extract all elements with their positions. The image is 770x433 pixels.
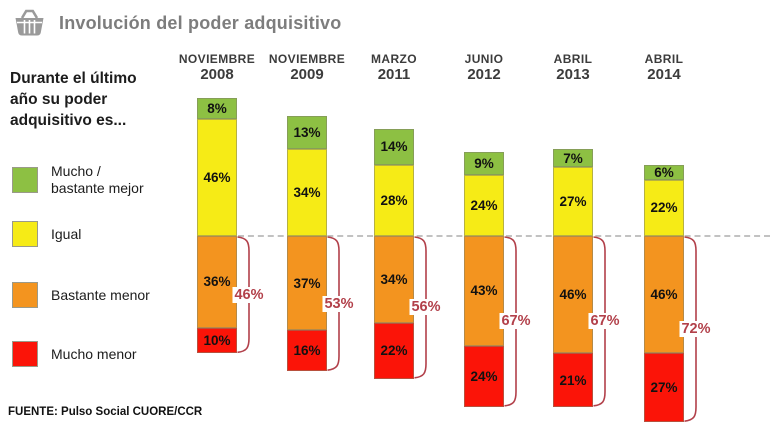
bar-noviembre-2008: 8% 46% 36% 10% xyxy=(197,98,237,354)
category-label-marzo-2011: MARZO 2011 xyxy=(371,52,417,83)
segment-value-label: 27% xyxy=(559,194,587,210)
segment-bastante-menor: 37% xyxy=(287,235,327,331)
segment-value-label: 8% xyxy=(207,100,227,116)
category-month: ABRIL xyxy=(553,52,593,66)
bar-abril-2013: 7% 27% 46% 21% xyxy=(553,149,593,407)
segment-value-label: 24% xyxy=(470,368,498,384)
segment-value-label: 46% xyxy=(203,169,231,185)
legend-item-igual: Igual xyxy=(12,221,81,247)
legend-label-mucho-bastante-mejor: Mucho / bastante mejor xyxy=(51,163,144,196)
segment-value-label: 37% xyxy=(293,275,321,291)
bar-abril-2014: 6% 22% 46% 27% xyxy=(644,164,684,423)
basket-icon xyxy=(15,9,44,36)
segment-value-label: 36% xyxy=(203,274,231,290)
category-label-abril-2013: ABRIL 2013 xyxy=(554,52,593,83)
segment-mucho-bastante-mejor: 6% xyxy=(644,164,684,180)
dashed-guideline xyxy=(238,235,770,237)
segment-value-label: 22% xyxy=(380,343,408,359)
segment-mucho-bastante-mejor: 9% xyxy=(464,151,504,175)
page-title: Involución del poder adquisitivo xyxy=(59,13,342,33)
bar-marzo-2011: 14% 28% 34% 22% xyxy=(374,128,414,379)
category-year: 2008 xyxy=(200,66,234,83)
question-text: Durante el último año su poder adquisiti… xyxy=(10,70,137,129)
segment-mucho-menor: 24% xyxy=(464,345,504,407)
category-label-noviembre-2008: NOVIEMBRE 2008 xyxy=(179,52,255,83)
segment-value-label: 46% xyxy=(650,287,678,303)
category-year: 2011 xyxy=(377,66,411,83)
segment-bastante-menor: 46% xyxy=(553,235,593,354)
segment-mucho-bastante-mejor: 8% xyxy=(197,98,237,119)
bracket-total-label: 67% xyxy=(588,313,622,330)
segment-igual: 34% xyxy=(287,149,327,236)
legend-label-igual: Igual xyxy=(51,225,82,242)
category-month: MARZO xyxy=(371,52,417,66)
legend-item-mucho-menor: Mucho menor xyxy=(12,341,137,367)
segment-value-label: 43% xyxy=(470,283,498,299)
segment-igual: 24% xyxy=(464,174,504,236)
segment-igual: 22% xyxy=(644,179,684,236)
legend-swatch-mucho-menor xyxy=(12,341,38,367)
bracket-total-label: 67% xyxy=(499,313,533,330)
bracket-total-label: 53% xyxy=(322,295,356,312)
legend-item-bastante-menor: Bastante menor xyxy=(12,282,150,308)
legend-swatch-mucho-bastante-mejor xyxy=(12,167,38,193)
segment-value-label: 24% xyxy=(470,197,498,213)
segment-mucho-bastante-mejor: 13% xyxy=(287,116,327,150)
category-year: 2013 xyxy=(556,66,590,83)
segment-value-label: 16% xyxy=(293,343,321,359)
bracket-total-label: 72% xyxy=(679,321,713,338)
page-header: Involución del poder adquisitivo xyxy=(12,8,341,39)
segment-value-label: 28% xyxy=(380,192,408,208)
segment-igual: 27% xyxy=(553,167,593,236)
category-year: 2012 xyxy=(467,66,501,83)
legend-swatch-igual xyxy=(12,221,38,247)
segment-value-label: 22% xyxy=(650,200,678,216)
segment-mucho-menor: 27% xyxy=(644,353,684,423)
segment-value-label: 9% xyxy=(474,155,494,171)
segment-value-label: 13% xyxy=(293,125,321,141)
segment-mucho-menor: 16% xyxy=(287,330,327,372)
source-text: FUENTE: Pulso Social CUORE/CCR xyxy=(8,406,203,418)
segment-value-label: 7% xyxy=(563,150,583,166)
segment-value-label: 27% xyxy=(650,380,678,396)
segment-mucho-menor: 10% xyxy=(197,327,237,354)
category-label-noviembre-2009: NOVIEMBRE 2009 xyxy=(269,52,345,83)
bar-noviembre-2009: 13% 34% 37% 16% xyxy=(287,116,327,372)
segment-mucho-bastante-mejor: 7% xyxy=(553,149,593,168)
bracket-total-label: 46% xyxy=(232,286,266,303)
legend-swatch-bastante-menor xyxy=(12,282,38,308)
segment-value-label: 10% xyxy=(203,333,231,349)
segment-mucho-menor: 22% xyxy=(374,322,414,379)
segment-bastante-menor: 34% xyxy=(374,235,414,323)
segment-igual: 46% xyxy=(197,118,237,236)
segment-mucho-menor: 21% xyxy=(553,353,593,407)
legend-label-bastante-menor: Bastante menor xyxy=(51,286,150,303)
segment-bastante-menor: 43% xyxy=(464,235,504,346)
category-month: ABRIL xyxy=(644,52,684,66)
segment-value-label: 34% xyxy=(293,185,321,201)
segment-bastante-menor: 46% xyxy=(644,235,684,354)
bar-junio-2012: 9% 24% 43% 24% xyxy=(464,151,504,407)
segment-value-label: 6% xyxy=(654,164,674,180)
segment-value-label: 34% xyxy=(380,271,408,287)
legend-label-mucho-menor: Mucho menor xyxy=(51,345,137,362)
category-label-abril-2014: ABRIL 2014 xyxy=(645,52,684,83)
segment-value-label: 46% xyxy=(559,287,587,303)
segment-mucho-bastante-mejor: 14% xyxy=(374,128,414,165)
category-month: NOVIEMBRE xyxy=(178,52,256,66)
segment-value-label: 21% xyxy=(559,372,587,388)
category-year: 2014 xyxy=(647,66,681,83)
segment-value-label: 14% xyxy=(380,139,408,155)
category-label-junio-2012: JUNIO 2012 xyxy=(465,52,504,83)
category-year: 2009 xyxy=(290,66,324,83)
category-month: NOVIEMBRE xyxy=(268,52,346,66)
segment-igual: 28% xyxy=(374,164,414,236)
bracket-total-label: 56% xyxy=(409,299,443,316)
category-month: JUNIO xyxy=(464,52,504,66)
legend-item-mucho-bastante-mejor: Mucho / bastante mejor xyxy=(12,163,144,197)
segment-bastante-menor: 36% xyxy=(197,235,237,328)
